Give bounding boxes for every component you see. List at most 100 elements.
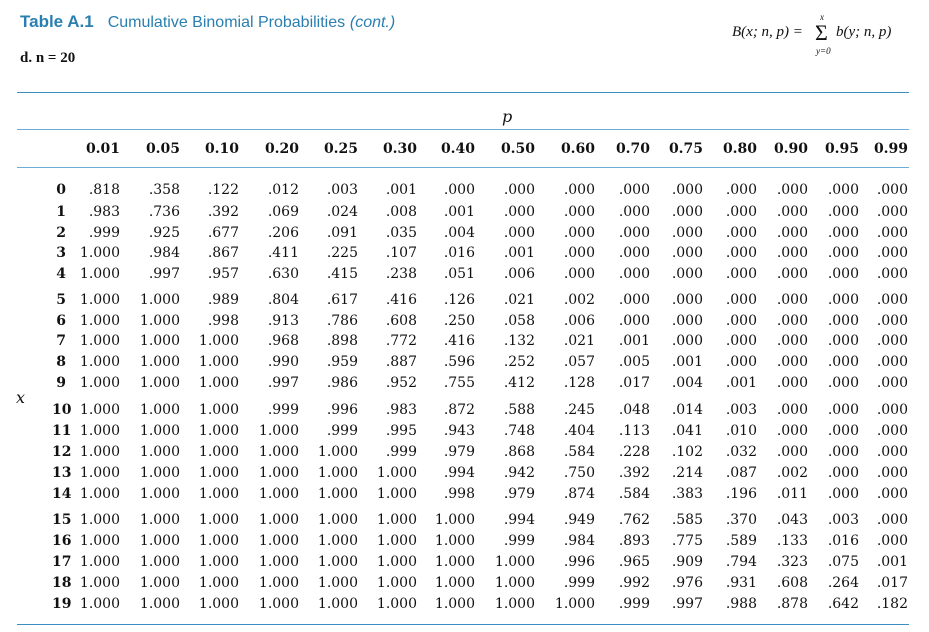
table-cell: .736 [148, 204, 180, 220]
table-cell: .000 [671, 204, 703, 220]
column-header-p-0.80: 0.80 [722, 141, 758, 157]
table-cell: .122 [207, 182, 239, 198]
table-cell: .000 [618, 204, 650, 220]
table-cell: .000 [563, 204, 595, 220]
row-label-x-1: 1 [56, 204, 66, 220]
table-cell: .867 [207, 245, 239, 261]
table-cell: 1.000 [79, 266, 120, 282]
table-cell: .048 [618, 402, 650, 418]
table-cell: .999 [326, 423, 358, 439]
table-cell: .051 [443, 266, 475, 282]
table-cell: .069 [267, 204, 299, 220]
table-cell: 1.000 [139, 465, 180, 481]
table-cell: 1.000 [79, 554, 120, 570]
table-cell: .000 [671, 266, 703, 282]
table-cell: .000 [725, 245, 757, 261]
table-cell: .416 [385, 292, 417, 308]
table-cell: .000 [725, 204, 757, 220]
table-cell: .762 [618, 512, 650, 528]
table-name: Cumulative Binomial Probabilities [107, 14, 346, 31]
table-cell: .999 [618, 596, 650, 612]
table-cell: 1.000 [79, 313, 120, 329]
table-cell: .041 [671, 423, 703, 439]
column-header-p-0.95: 0.95 [824, 141, 860, 157]
table-cell: .750 [563, 465, 595, 481]
table-cell: 1.000 [79, 292, 120, 308]
table-cell: 1.000 [376, 596, 417, 612]
table-cell: .002 [563, 292, 595, 308]
p-axis-label: p [502, 107, 513, 126]
table-cell: .952 [385, 375, 417, 391]
table-cell: .608 [776, 575, 808, 591]
table-cell: .000 [876, 266, 908, 282]
table-cell: .979 [503, 486, 535, 502]
table-cell: .887 [385, 354, 417, 370]
table-cell: .000 [725, 292, 757, 308]
column-header-p-0.10: 0.10 [204, 141, 240, 157]
table-cell: 1.000 [79, 333, 120, 349]
table-cell: .976 [671, 575, 703, 591]
table-cell: 1.000 [198, 486, 239, 502]
table-cell: .021 [503, 292, 535, 308]
table-cell: .383 [671, 486, 703, 502]
table-cell: .000 [671, 292, 703, 308]
table-cell: .021 [563, 333, 595, 349]
table-cell: 1.000 [317, 512, 358, 528]
table-cell: .000 [876, 245, 908, 261]
table-cell: .000 [563, 245, 595, 261]
table-cell: .998 [207, 313, 239, 329]
table-cell: .000 [503, 182, 535, 198]
table-cell: .000 [876, 444, 908, 460]
formula-rhs: b(y; n, p) [836, 24, 892, 40]
table-cell: .003 [725, 402, 757, 418]
column-header-p-0.30: 0.30 [382, 141, 418, 157]
table-cell: 1.000 [376, 554, 417, 570]
table-cell: 1.000 [139, 533, 180, 549]
row-label-x-12: 12 [52, 444, 72, 460]
table-cell: .228 [618, 444, 650, 460]
table-cell: 1.000 [376, 512, 417, 528]
table-cell: 1.000 [198, 375, 239, 391]
row-label-x-16: 16 [52, 533, 72, 549]
table-cell: .996 [326, 402, 358, 418]
formula-lhs: B(x; n, p) = [732, 24, 803, 40]
table-cell: .000 [776, 375, 808, 391]
table-cell: .968 [267, 333, 299, 349]
row-label-x-13: 13 [52, 465, 72, 481]
table-cell: .000 [671, 225, 703, 241]
table-cell: .000 [876, 333, 908, 349]
table-cell: .999 [88, 225, 120, 241]
row-label-x-0: 0 [56, 182, 66, 198]
table-cell: 1.000 [198, 512, 239, 528]
table-cell: .786 [326, 313, 358, 329]
table-cell: .000 [671, 333, 703, 349]
table-cell: .392 [207, 204, 239, 220]
table-cell: .000 [827, 333, 859, 349]
table-cell: .412 [503, 375, 535, 391]
table-cell: 1.000 [258, 554, 299, 570]
table-bottom-rule [17, 624, 909, 625]
row-label-x-18: 18 [52, 575, 72, 591]
table-cell: .898 [326, 333, 358, 349]
table-cell: .250 [443, 313, 475, 329]
table-cell: .772 [385, 333, 417, 349]
table-cell: 1.000 [434, 575, 475, 591]
table-cell: .000 [876, 465, 908, 481]
table-cell: 1.000 [79, 465, 120, 481]
table-cell: .755 [443, 375, 475, 391]
table-cell: .999 [503, 533, 535, 549]
table-cell: .000 [503, 204, 535, 220]
table-cell: .000 [876, 225, 908, 241]
table-cell: 1.000 [139, 596, 180, 612]
table-cell: .617 [326, 292, 358, 308]
table-cell: .087 [725, 465, 757, 481]
table-cell: .091 [326, 225, 358, 241]
table-cell: .404 [563, 423, 595, 439]
table-cell: 1.000 [198, 333, 239, 349]
table-cell: .415 [326, 266, 358, 282]
table-cell: 1.000 [376, 486, 417, 502]
table-cell: 1.000 [258, 575, 299, 591]
row-label-x-17: 17 [52, 554, 72, 570]
table-continued: (cont.) [349, 14, 396, 31]
table-cell: .196 [725, 486, 757, 502]
